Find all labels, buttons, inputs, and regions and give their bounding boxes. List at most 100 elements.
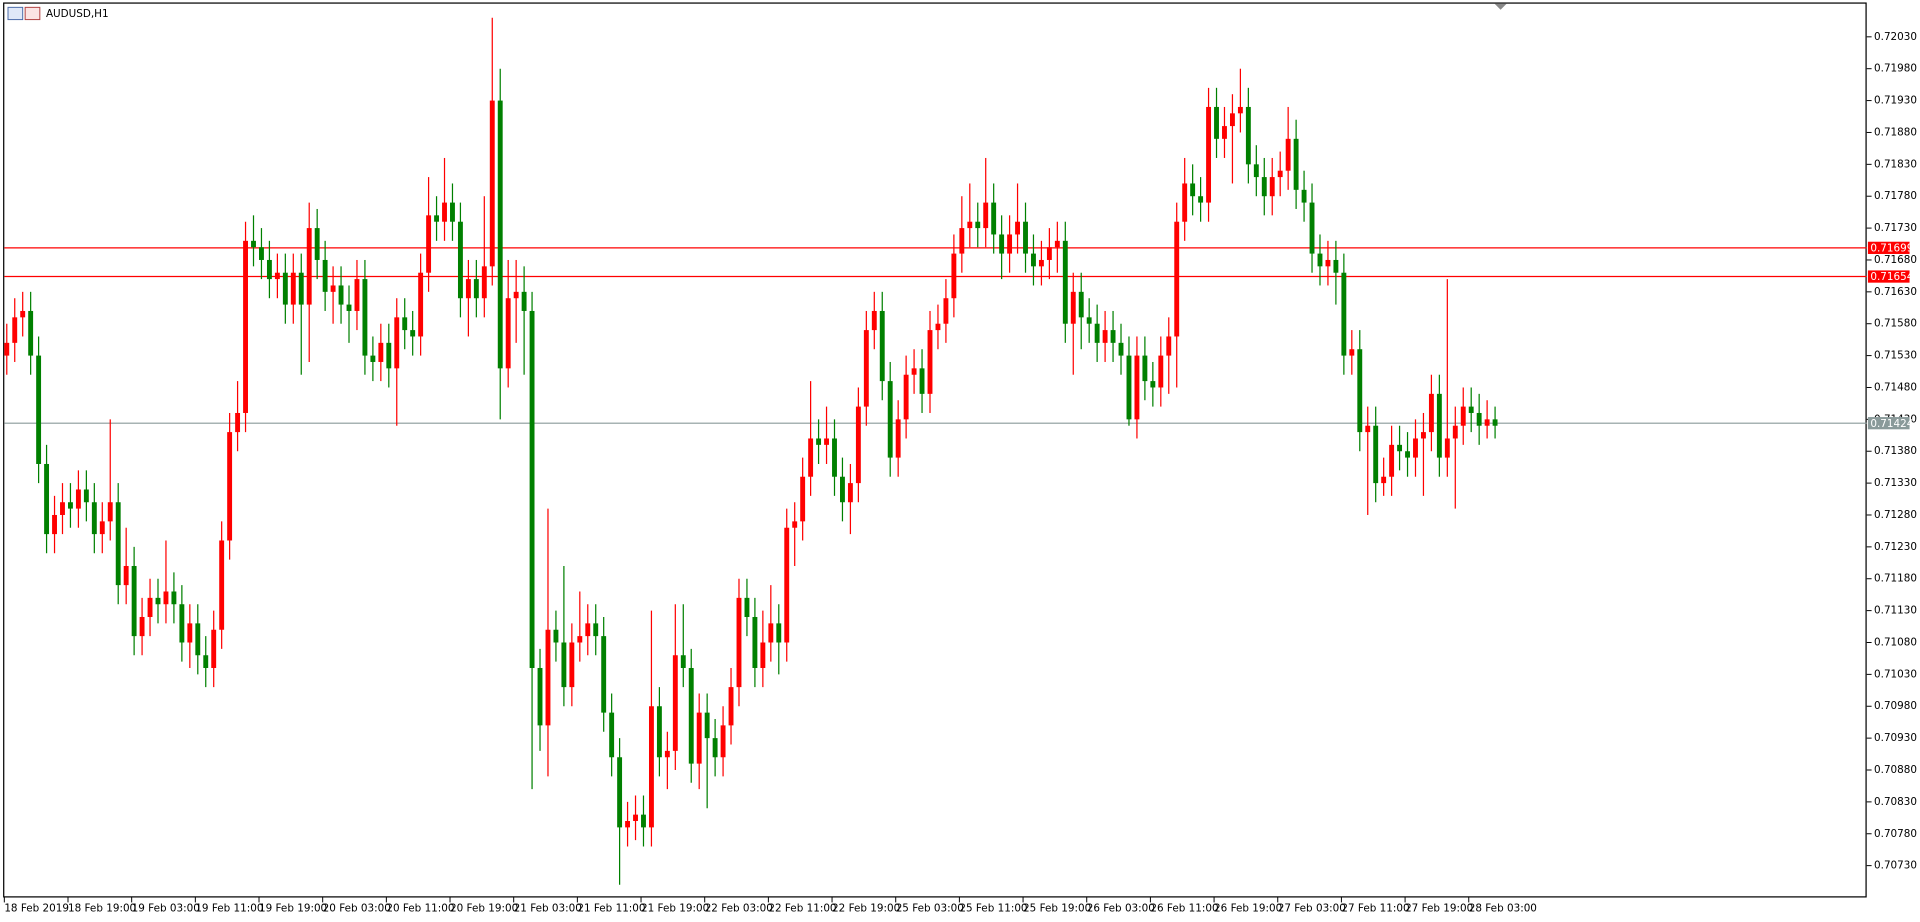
candle-body xyxy=(139,616,145,637)
candle-body xyxy=(1492,419,1498,426)
candle-body xyxy=(497,100,503,369)
x-tick-label: 26 Feb 19:00 xyxy=(1214,903,1282,915)
candle-body xyxy=(601,636,607,713)
candle-body xyxy=(1229,113,1235,127)
candle-body xyxy=(179,604,185,643)
candle-body xyxy=(1007,234,1013,254)
candle-body xyxy=(171,591,177,605)
y-tick-label: 0.71330 xyxy=(1874,477,1917,489)
y-tick-label: 0.71680 xyxy=(1874,254,1917,266)
candle-body xyxy=(434,215,440,222)
candle-body xyxy=(1206,106,1212,203)
candle-body xyxy=(20,310,26,318)
candle-body xyxy=(1174,221,1180,337)
candle-body xyxy=(1341,272,1347,356)
y-tick-label: 0.70780 xyxy=(1874,828,1917,840)
candle-body xyxy=(736,597,742,688)
x-tick-label: 28 Feb 03:00 xyxy=(1469,903,1537,915)
candle-body xyxy=(895,419,901,458)
candle-body xyxy=(314,228,320,260)
candle-body xyxy=(816,438,822,445)
candle-body xyxy=(927,330,933,394)
candle-body xyxy=(67,502,73,509)
candle-body xyxy=(402,317,408,331)
y-tick-label: 0.71180 xyxy=(1874,573,1917,585)
candle-body xyxy=(251,240,256,248)
price-level-label: 0.71699 xyxy=(1870,242,1913,254)
candle-body xyxy=(991,202,997,235)
x-tick-label: 19 Feb 03:00 xyxy=(132,903,200,915)
candle-body xyxy=(12,317,18,343)
candle-body xyxy=(370,355,376,362)
candle-body xyxy=(1134,355,1140,420)
candle-body xyxy=(83,489,89,503)
candle-body xyxy=(1038,259,1044,267)
x-tick-label: 27 Feb 19:00 xyxy=(1405,903,1473,915)
candle-body xyxy=(760,642,766,668)
candle-body xyxy=(1237,106,1243,114)
candle-body xyxy=(1468,406,1474,413)
candle-body xyxy=(457,221,463,299)
candle-body xyxy=(44,463,50,535)
candle-body xyxy=(1031,253,1036,267)
x-tick-label: 22 Feb 11:00 xyxy=(768,903,836,915)
candle-body xyxy=(163,591,169,605)
candle-body xyxy=(338,285,344,305)
candle-body xyxy=(1317,253,1323,267)
candle-body xyxy=(346,304,352,311)
candle-body xyxy=(1078,291,1084,318)
y-tick-label: 0.71130 xyxy=(1874,605,1917,617)
plot-frame xyxy=(3,2,1867,898)
chart-title: AUDUSD,H1 xyxy=(46,8,109,20)
x-tick-label: 27 Feb 03:00 xyxy=(1278,903,1346,915)
candle-body xyxy=(1285,138,1291,171)
candle-body xyxy=(808,438,814,477)
candle-body xyxy=(1357,349,1363,433)
candle-body xyxy=(1373,425,1379,484)
candle-body xyxy=(1054,240,1060,248)
candle-body xyxy=(1349,349,1355,356)
candle-body xyxy=(60,502,65,515)
x-tick-label: 21 Feb 19:00 xyxy=(641,903,709,915)
x-tick-label: 20 Feb 11:00 xyxy=(386,903,454,915)
candle-body xyxy=(1365,425,1371,433)
candle-body xyxy=(1214,106,1219,139)
x-tick-label: 18 Feb 2019 xyxy=(4,903,69,915)
candle-body xyxy=(951,253,957,299)
candle-body xyxy=(569,642,575,688)
candle-body xyxy=(855,406,861,484)
candle-body xyxy=(473,279,479,299)
candle-body xyxy=(577,636,583,643)
candle-body xyxy=(306,228,312,305)
candle-body xyxy=(752,616,758,668)
candle-body xyxy=(394,317,400,369)
candle-body xyxy=(4,342,10,356)
candle-body xyxy=(259,247,264,260)
candle-body xyxy=(243,240,248,413)
candle-body xyxy=(1397,444,1403,452)
candle-body xyxy=(1460,406,1466,426)
candle-body xyxy=(195,623,201,656)
x-tick-label: 27 Feb 11:00 xyxy=(1341,903,1409,915)
price-level-box xyxy=(1867,270,1910,283)
y-tick-label: 0.70980 xyxy=(1874,700,1917,712)
candle-body xyxy=(115,502,121,586)
candle-body xyxy=(322,259,328,292)
candle-body xyxy=(1253,164,1259,178)
x-tick-label: 26 Feb 03:00 xyxy=(1087,903,1155,915)
candle-body xyxy=(672,655,678,751)
x-tick-label: 25 Feb 11:00 xyxy=(959,903,1027,915)
x-tick-label: 21 Feb 03:00 xyxy=(514,903,582,915)
candle-body xyxy=(832,438,837,477)
candle-body xyxy=(1293,138,1299,190)
x-tick-label: 19 Feb 11:00 xyxy=(195,903,263,915)
candle-body xyxy=(1261,177,1267,197)
candle-body xyxy=(1405,451,1410,458)
y-tick-label: 0.71080 xyxy=(1874,636,1917,648)
candle-body xyxy=(1476,412,1482,426)
y-tick-label: 0.71930 xyxy=(1874,95,1917,107)
candle-body xyxy=(1182,183,1188,222)
candle-body xyxy=(633,814,638,822)
